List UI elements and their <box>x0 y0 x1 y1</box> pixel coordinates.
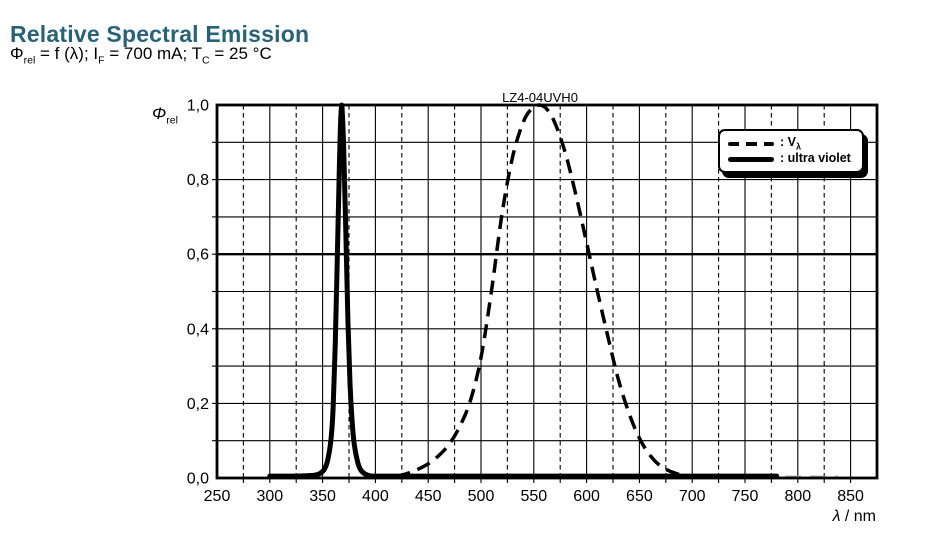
x-tick-label: 650 <box>626 488 653 505</box>
subtitle-if-sub: F <box>98 54 105 67</box>
x-tick-label: 450 <box>415 488 442 505</box>
x-tick-labels: 250 300 350 400 450 500 550 600 650 700 750 800 850 <box>204 488 864 505</box>
y-axis-label: Φrel <box>152 104 178 126</box>
x-tick-label: 850 <box>837 488 864 505</box>
series-ultra-violet <box>267 102 780 479</box>
y-axis-symbol-sub: rel <box>166 114 178 127</box>
x-tick-label: 500 <box>468 488 495 505</box>
solid-line-sample-icon <box>728 157 774 162</box>
x-axis-suffix: / nm <box>840 508 876 525</box>
x-tick-label: 550 <box>520 488 547 505</box>
axis-ticks <box>212 141 852 483</box>
y-tick-label: 0,0 <box>187 471 209 488</box>
dashed-line-sample-icon <box>728 141 774 146</box>
subtitle-tc-sub: C <box>202 54 210 67</box>
subtitle-seg1: = f (λ); I <box>35 44 99 63</box>
plot-frame <box>215 103 879 480</box>
x-tick-label: 350 <box>309 488 336 505</box>
page-subtitle: Φrel = f (λ); IF = 700 mA; TC = 25 °C <box>10 44 272 66</box>
x-axis-label: λ / nm <box>786 508 876 526</box>
legend-entry-ultra-violet: : ultra violet <box>728 150 854 166</box>
subtitle-phi: Φ <box>10 44 24 63</box>
y-tick-label: 0,2 <box>187 396 209 413</box>
legend-label-ultra-violet: : ultra violet <box>780 150 851 165</box>
x-tick-label: 300 <box>256 488 283 505</box>
x-tick-label: 250 <box>204 488 231 505</box>
y-tick-label: 0,6 <box>187 247 209 264</box>
page-title: Relative Spectral Emission <box>10 21 310 48</box>
subtitle-seg2: = 700 mA; T <box>104 44 203 63</box>
y-tick-label: 0,4 <box>187 321 209 338</box>
y-tick-label: 1,0 <box>187 98 209 115</box>
y-tick-label: 0,8 <box>187 172 209 189</box>
y-axis-symbol: Φ <box>152 104 167 123</box>
subtitle-seg3: = 25 °C <box>209 44 272 63</box>
chart-watermark: LZ4-04UVH0 <box>502 90 578 105</box>
x-tick-label: 400 <box>362 488 389 505</box>
x-axis-symbol: λ <box>832 508 841 525</box>
series-v-lambda <box>396 103 701 479</box>
y-tick-labels: 1,0 0,8 0,6 0,4 0,2 0,0 <box>187 98 209 488</box>
subtitle-phi-sub: rel <box>23 54 36 67</box>
chart-legend: : Vλ : ultra violet <box>718 129 864 173</box>
legend-entry-v-lambda: : Vλ <box>728 134 854 152</box>
x-tick-label: 750 <box>732 488 759 505</box>
x-tick-label: 600 <box>573 488 600 505</box>
legend-label-v-lambda: : Vλ <box>780 134 801 152</box>
x-tick-label: 700 <box>679 488 706 505</box>
x-tick-label: 800 <box>784 488 811 505</box>
